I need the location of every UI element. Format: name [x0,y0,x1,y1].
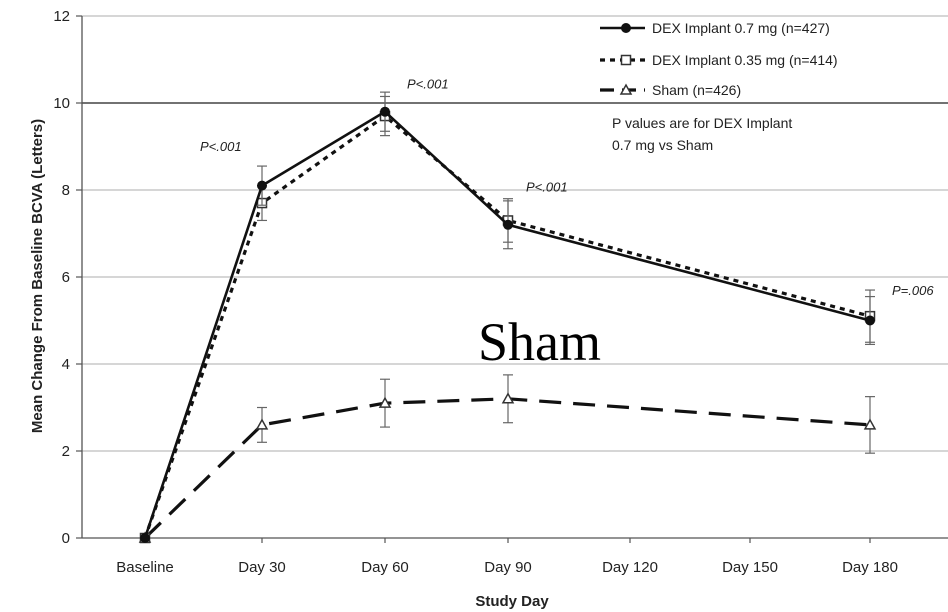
y-tick-label: 12 [53,8,70,25]
x-tick-labels: Baseline Day 30 Day 60 Day 90 Day 120 Day 150… [116,559,898,576]
y-tick-label: 4 [62,356,70,373]
overlay-label: Sham [478,312,601,372]
y-tick-label: 8 [62,182,70,199]
series-line [143,114,871,539]
legend-label: DEX Implant 0.35 mg (n=414) [652,52,838,68]
y-tick-labels: 0 2 4 6 8 10 12 [53,8,70,547]
y-tick-label: 10 [53,95,70,112]
x-tick-label: Day 150 [722,559,778,576]
x-axis-title: Study Day [475,593,549,610]
x-tick-label: Baseline [116,559,174,576]
legend-label: Sham (n=426) [652,82,741,98]
y-tick-label: 0 [62,530,70,547]
series-3 [138,374,877,543]
p-value-annotations: P<.001 P<.001 P<.001 P=.006 [200,77,934,298]
data-point [619,83,633,95]
data-point [620,54,632,66]
data-point [380,106,390,117]
legend: DEX Implant 0.7 mg (n=427) DEX Implant 0.… [600,20,838,98]
data-point [863,418,877,430]
x-tick-label: Day 120 [602,559,658,576]
data-point [255,418,269,430]
data-point [501,392,515,404]
axes [76,15,948,543]
data-point [621,23,631,33]
y-axis-title: Mean Change From Baseline BCVA (Letters) [29,119,46,433]
data-point [503,219,513,230]
p-value-label: P<.001 [200,139,242,154]
p-value-label: P<.001 [526,179,568,194]
p-value-label: P=.006 [892,283,934,298]
grid-lines [82,15,948,452]
data-point [378,396,392,408]
y-tick-label: 2 [62,443,70,460]
data-point [865,315,875,326]
note-line-2: 0.7 mg vs Sham [612,137,713,153]
series-1 [140,91,875,543]
x-tick-label: Day 180 [842,559,898,576]
x-tick-label: Day 60 [361,559,409,576]
note-line-1: P values are for DEX Implant [612,115,792,131]
y-tick-label: 6 [62,269,70,286]
legend-label: DEX Implant 0.7 mg (n=427) [652,20,830,36]
p-value-label: P<.001 [407,77,449,92]
data-point [257,180,267,191]
data-point [140,533,150,543]
x-tick-label: Day 30 [238,559,286,576]
series-group [138,91,877,544]
x-tick-label: Day 90 [484,559,532,576]
